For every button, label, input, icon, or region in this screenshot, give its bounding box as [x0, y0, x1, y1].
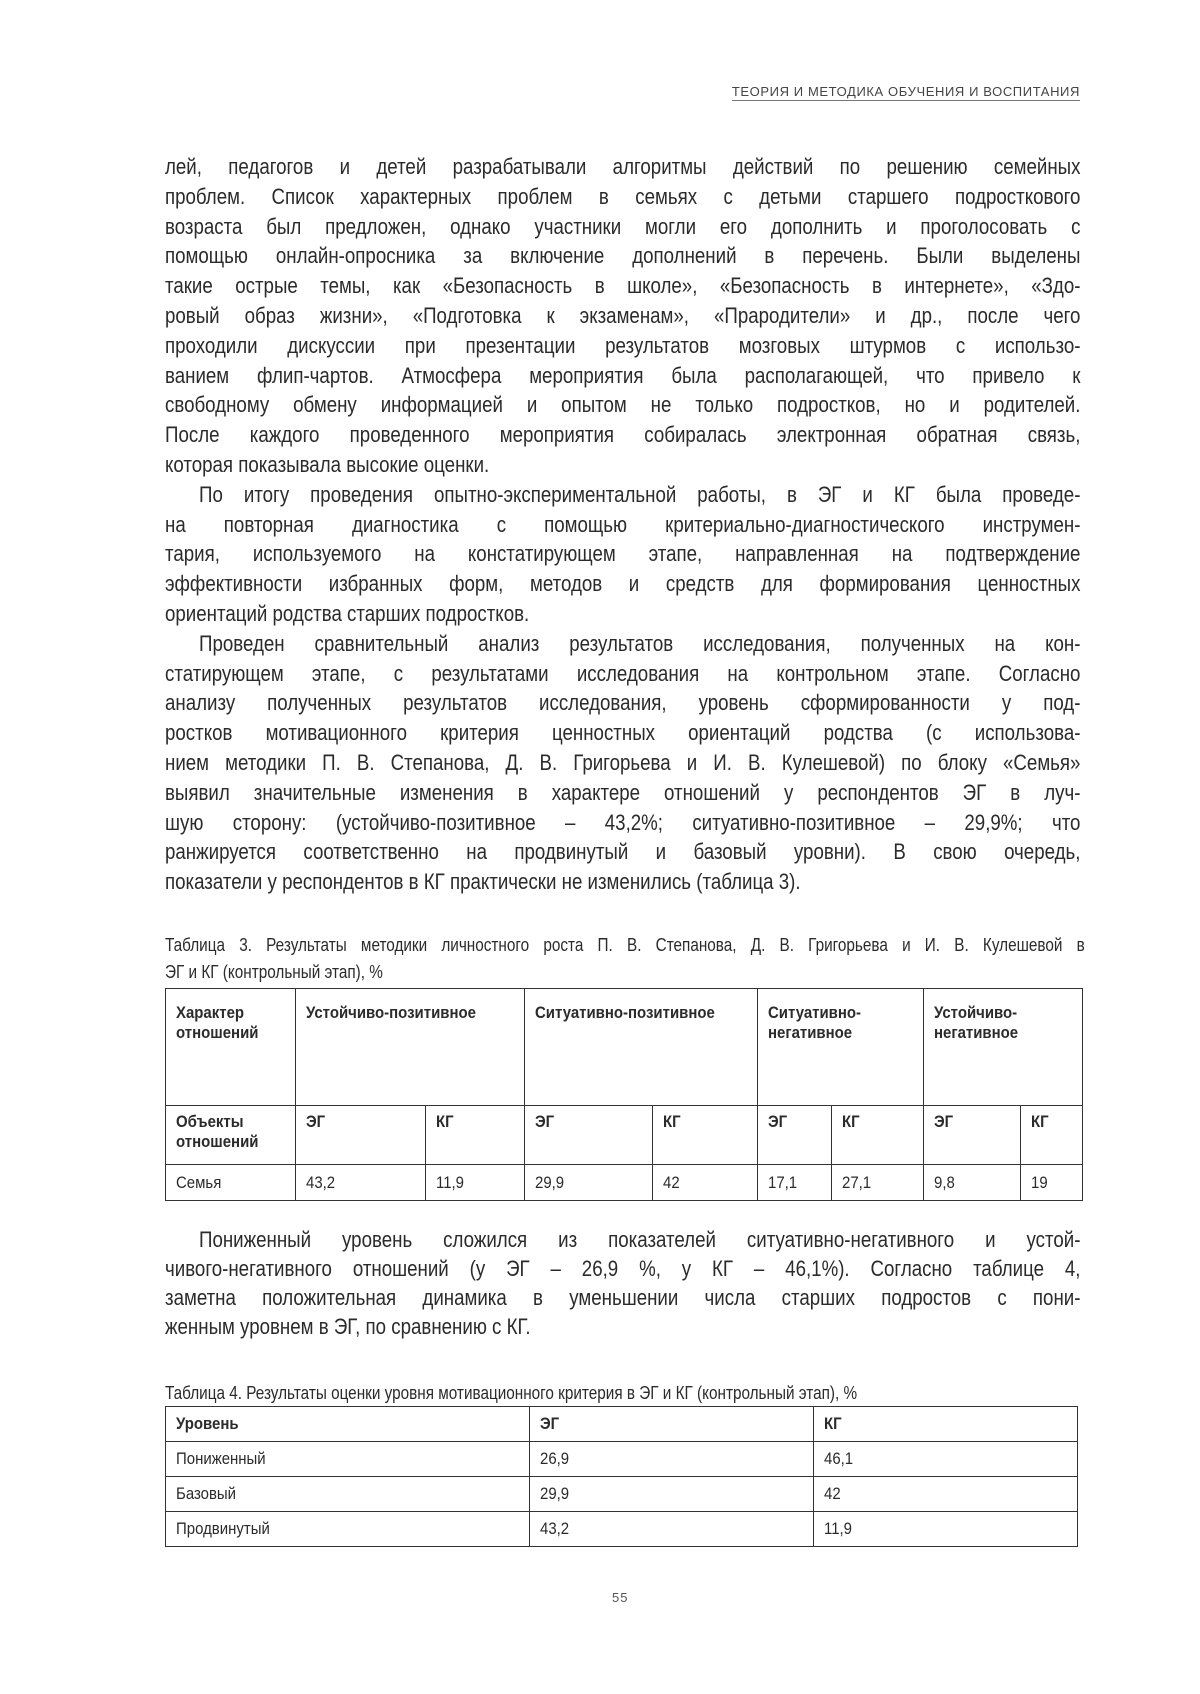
group-header: КГ — [435, 1112, 454, 1131]
text-line: После каждого проведенного мероприятия с… — [165, 422, 1081, 448]
text-line: выявил значительные изменения в характер… — [165, 779, 1081, 805]
table3-caption: ЭГ и КГ (контрольный этап), % — [165, 962, 383, 982]
text-line: ориентаций родства старших подростков. — [165, 601, 530, 626]
cell-value: 26,9 — [539, 1449, 569, 1468]
column-header: Ситуативно-позитивное — [534, 1003, 715, 1022]
text-line: свободному обмену информацией и опытом н… — [165, 392, 1081, 418]
table-3: Характер отношений Устойчиво-позитивное … — [165, 988, 1083, 1201]
cell-value: 42 — [824, 1484, 841, 1503]
group-header: ЭГ — [305, 1112, 325, 1131]
text-line: статирующем этапе, с результатами исслед… — [165, 660, 1081, 686]
column-header: Устойчиво-позитивное — [305, 1003, 476, 1022]
column-header: КГ — [824, 1414, 842, 1433]
column-header: ЭГ — [539, 1414, 559, 1433]
text-line: на повторная диагностика с помощью крите… — [165, 511, 1081, 537]
table-header-row: Характер отношений Устойчиво-позитивное … — [165, 988, 1083, 1106]
row-header: Характер отношений — [176, 1003, 259, 1042]
group-header: КГ — [662, 1112, 681, 1131]
cell-value: 46,1 — [824, 1449, 854, 1468]
row-label: Продвинутый — [176, 1519, 270, 1538]
table3-caption: Таблица 3. Результаты методики личностно… — [165, 935, 1085, 955]
page-number: 55 — [612, 1590, 629, 1605]
cell-value: 9,8 — [934, 1172, 956, 1192]
text-line: заметна положительная динамика в уменьше… — [165, 1285, 1081, 1310]
column-header: Ситуативно-негативное — [767, 1003, 861, 1042]
cell-value: 29,9 — [534, 1172, 564, 1192]
group-header: ЭГ — [934, 1112, 954, 1131]
cell-value: 42 — [662, 1172, 680, 1192]
cell-value: 19 — [1031, 1172, 1048, 1192]
text-line: помощью онлайн-опросника за включение до… — [165, 243, 1081, 269]
group-header: ЭГ — [534, 1112, 554, 1131]
running-header: ТЕОРИЯ И МЕТОДИКА ОБУЧЕНИЯ И ВОСПИТАНИЯ — [731, 84, 1080, 101]
table-row: Базовый 29,9 42 — [165, 1476, 1078, 1512]
group-header: КГ — [1031, 1112, 1049, 1131]
text-line: шую сторону: (устойчиво-позитивное – 43,… — [165, 809, 1081, 835]
row-header: Объекты отношений — [176, 1112, 259, 1151]
text-line: анализу полученных результатов исследова… — [165, 690, 1081, 716]
column-header: Устойчиво-негативное — [934, 1003, 1019, 1042]
text-line: ванием флип-чартов. Атмосфера мероприяти… — [165, 362, 1081, 388]
text-line: проблем. Список характерных проблем в се… — [165, 183, 1081, 209]
column-header: Уровень — [176, 1414, 239, 1433]
text-line: ранжируется соответственно на продвинуты… — [165, 839, 1081, 865]
group-header: КГ — [842, 1112, 861, 1131]
cell-value: 29,9 — [539, 1484, 569, 1503]
row-label: Пониженный — [176, 1449, 266, 1468]
text-line: которая показывала высокие оценки. — [165, 452, 490, 477]
text-line: ровый образ жизни», «Подготовка к экзаме… — [165, 303, 1081, 328]
cell-value: 17,1 — [767, 1172, 797, 1192]
text-line: тария, используемого на констатирующем э… — [165, 541, 1081, 567]
row-label: Семья — [176, 1172, 222, 1192]
cell-value: 43,2 — [539, 1519, 569, 1538]
text-line: По итогу проведения опытно-экспериментал… — [199, 481, 1081, 507]
text-line: нием методики П. В. Степанова, Д. В. Гри… — [165, 750, 1081, 775]
text-line: Проведен сравнительный анализ результато… — [199, 630, 1081, 656]
text-line: женным уровнем в ЭГ, по сравнению с КГ. — [165, 1314, 531, 1339]
text-line: возраста был предложен, однако участники… — [165, 213, 1081, 239]
group-header: ЭГ — [767, 1112, 787, 1131]
text-line: показатели у респондентов в КГ практичес… — [165, 869, 801, 895]
cell-value: 11,9 — [824, 1519, 853, 1538]
row-label: Базовый — [176, 1484, 237, 1503]
text-line: проходили дискуссии при презентации резу… — [165, 332, 1081, 358]
table4-caption: Таблица 4. Результаты оценки уровня моти… — [165, 1383, 858, 1403]
table-row: Продвинутый 43,2 11,9 — [165, 1511, 1078, 1547]
table-row: Пониженный 26,9 46,1 — [165, 1441, 1078, 1477]
text-line: ростков мотивационного критерия ценностн… — [165, 720, 1081, 746]
text-line: лей, педагогов и детей разрабатывали алг… — [165, 154, 1081, 179]
cell-value: 11,9 — [435, 1172, 464, 1192]
text-line: такие острые темы, как «Безопасность в ш… — [165, 273, 1081, 299]
cell-value: 27,1 — [842, 1172, 872, 1192]
text-line: Пониженный уровень сложился из показател… — [199, 1227, 1081, 1252]
table-row: Семья 43,2 11,9 29,9 42 17,1 27,1 9,8 19 — [165, 1164, 1083, 1201]
text-line: эффективности избранных форм, методов и … — [165, 571, 1081, 597]
cell-value: 43,2 — [305, 1172, 335, 1192]
table-subheader-row: Объекты отношений ЭГ КГ ЭГ КГ ЭГ КГ ЭГ К… — [165, 1105, 1083, 1165]
table-header-row: Уровень ЭГ КГ — [165, 1406, 1078, 1442]
table-4: Уровень ЭГ КГ Пониженный 26,9 46,1 Базов… — [165, 1406, 1078, 1547]
text-line: чивого-негативного отношений (у ЭГ – 26,… — [165, 1256, 1081, 1281]
